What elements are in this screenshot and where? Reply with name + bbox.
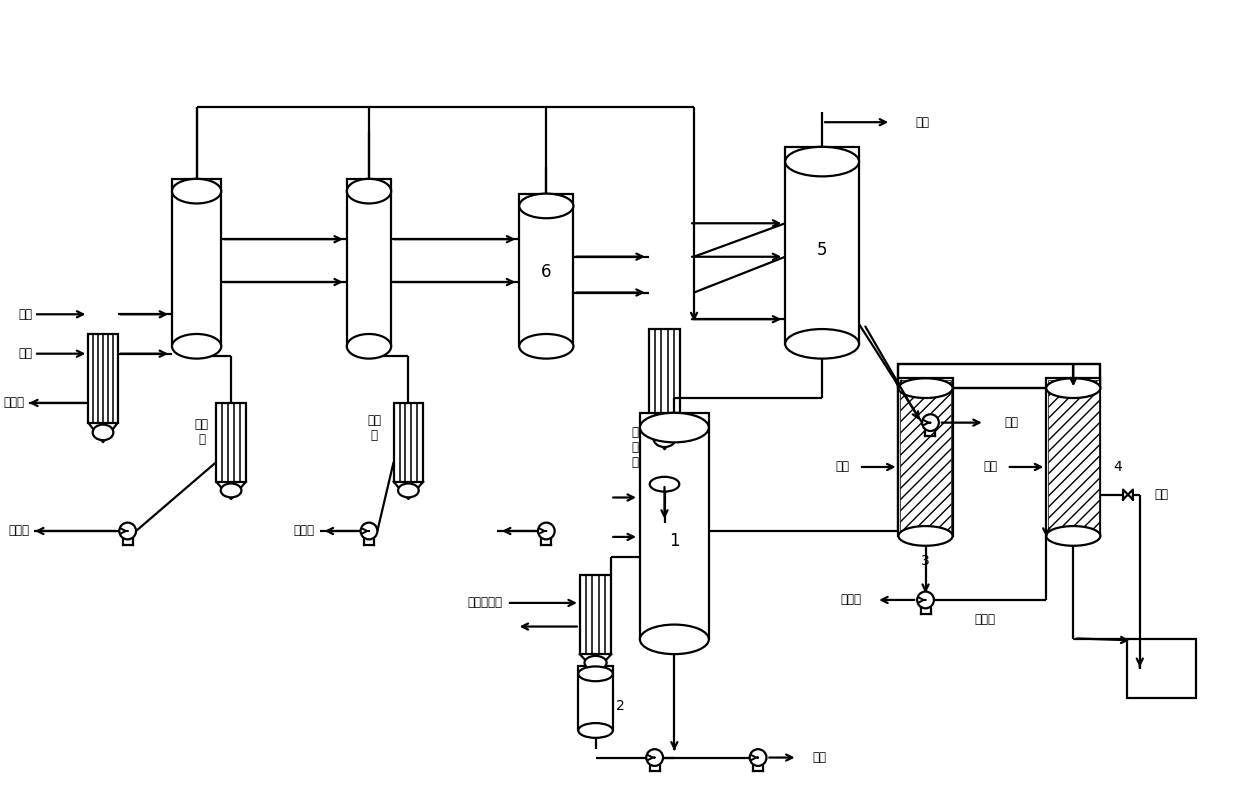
- Text: 4: 4: [1114, 460, 1122, 474]
- Text: 凝结水: 凝结水: [4, 397, 25, 409]
- Text: 凝
结
水: 凝 结 水: [631, 426, 639, 468]
- Ellipse shape: [347, 179, 391, 203]
- Bar: [640, 413, 709, 639]
- Bar: [899, 378, 952, 536]
- Text: 蒸汽: 蒸汽: [19, 347, 32, 360]
- Bar: [1127, 639, 1197, 698]
- Ellipse shape: [899, 526, 952, 546]
- Bar: [520, 194, 573, 346]
- Circle shape: [119, 523, 136, 539]
- Ellipse shape: [172, 334, 221, 358]
- Ellipse shape: [578, 666, 613, 681]
- Ellipse shape: [93, 425, 113, 440]
- Ellipse shape: [650, 477, 680, 492]
- Text: 冷源: 冷源: [983, 460, 997, 473]
- Text: 3: 3: [921, 554, 930, 567]
- Text: 冷凝液: 冷凝液: [975, 613, 996, 626]
- Text: 凝结
水: 凝结 水: [367, 413, 381, 441]
- Text: 6: 6: [541, 263, 552, 282]
- Text: 低温位热源: 低温位热源: [467, 596, 502, 610]
- Ellipse shape: [347, 334, 391, 358]
- Bar: [347, 179, 391, 346]
- Text: 气相: 气相: [915, 116, 930, 128]
- Bar: [785, 147, 859, 344]
- Text: 5: 5: [817, 241, 827, 259]
- Ellipse shape: [650, 425, 680, 440]
- Ellipse shape: [785, 147, 859, 176]
- Circle shape: [538, 523, 554, 539]
- Circle shape: [918, 591, 934, 608]
- Text: 大气: 大气: [1154, 488, 1168, 501]
- Bar: [1047, 378, 1100, 536]
- Ellipse shape: [1047, 378, 1100, 398]
- Ellipse shape: [640, 625, 709, 654]
- Ellipse shape: [520, 194, 573, 218]
- Ellipse shape: [520, 334, 573, 358]
- Bar: [393, 403, 423, 482]
- Bar: [900, 380, 951, 535]
- Circle shape: [923, 414, 939, 431]
- Circle shape: [361, 523, 377, 539]
- Bar: [578, 666, 613, 730]
- Bar: [1048, 380, 1099, 535]
- Text: 凝结
水: 凝结 水: [195, 418, 208, 447]
- Bar: [650, 425, 680, 484]
- Circle shape: [646, 749, 663, 766]
- Ellipse shape: [584, 656, 606, 670]
- Bar: [580, 575, 611, 654]
- Text: 1: 1: [670, 531, 680, 550]
- Text: 凝结水: 凝结水: [294, 524, 315, 538]
- Ellipse shape: [640, 413, 709, 442]
- Bar: [649, 329, 681, 428]
- Ellipse shape: [578, 723, 613, 738]
- Circle shape: [750, 749, 766, 766]
- Text: 凝结水: 凝结水: [9, 524, 30, 538]
- Ellipse shape: [653, 430, 676, 447]
- Ellipse shape: [398, 484, 419, 497]
- Text: 2: 2: [616, 699, 625, 713]
- Bar: [88, 334, 118, 423]
- Bar: [172, 179, 221, 346]
- Text: 废液: 废液: [1004, 416, 1018, 429]
- Text: 冷源: 冷源: [836, 460, 849, 473]
- Ellipse shape: [785, 329, 859, 358]
- Ellipse shape: [172, 179, 221, 203]
- Text: 废液: 废液: [812, 751, 826, 764]
- Bar: [216, 403, 246, 482]
- Ellipse shape: [899, 378, 952, 398]
- Text: 冷凝液: 冷凝液: [841, 594, 862, 606]
- Bar: [899, 364, 1100, 388]
- Text: 废液: 废液: [19, 308, 32, 321]
- Ellipse shape: [221, 484, 242, 497]
- Ellipse shape: [1047, 526, 1100, 546]
